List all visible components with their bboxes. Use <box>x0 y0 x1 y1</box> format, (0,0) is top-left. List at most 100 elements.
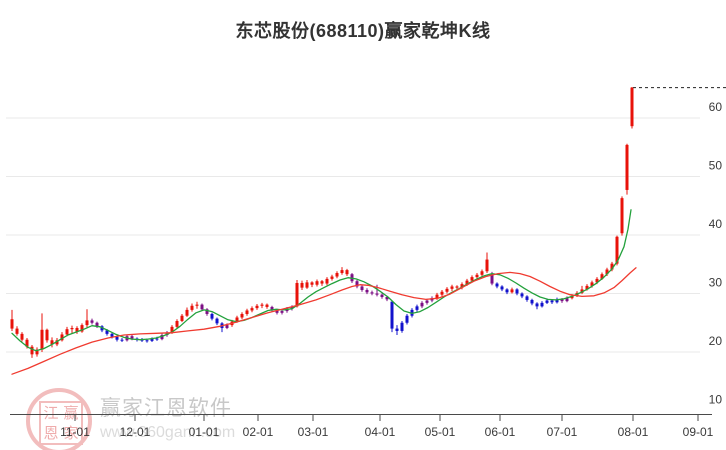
candle-body <box>370 292 374 294</box>
candle-body <box>505 289 509 293</box>
candle-body <box>115 336 119 340</box>
candle-body <box>20 333 24 340</box>
candle-body <box>540 302 544 307</box>
candle-body <box>265 304 269 307</box>
candle-body <box>145 340 149 342</box>
candle-body <box>320 281 324 284</box>
logo-char: 恩 <box>43 424 59 442</box>
candle-body <box>360 286 364 290</box>
candle-body <box>315 281 319 285</box>
candle-body <box>590 282 594 286</box>
candle-body <box>615 236 619 264</box>
candle-body <box>620 198 624 234</box>
y-tick-label: 40 <box>709 217 723 231</box>
candle-body <box>305 282 309 288</box>
candle-body <box>480 271 484 275</box>
candle-body <box>325 278 329 284</box>
candle-body <box>215 318 219 324</box>
candle-body <box>440 291 444 295</box>
candle-body <box>25 339 29 347</box>
candle-body <box>425 300 429 303</box>
candle-body <box>195 304 199 306</box>
candle-body <box>585 285 589 290</box>
candle-body <box>470 277 474 281</box>
candle-body <box>630 87 634 127</box>
x-tick-label: 07-01 <box>547 425 578 439</box>
y-tick-label: 10 <box>709 393 723 407</box>
candle-body <box>460 284 464 288</box>
candle-body <box>485 259 489 272</box>
y-axis-labels: 60 50 40 30 20 10 <box>709 100 723 407</box>
candle-body <box>435 294 439 299</box>
x-tick-label: 06-01 <box>485 425 516 439</box>
candle-body <box>355 281 359 287</box>
x-axis: 11-01 12-01 01-01 02-01 03-01 04-01 05-01 06-01… <box>10 414 714 439</box>
candle-body <box>80 325 84 332</box>
candle-body <box>240 313 244 318</box>
candle-body <box>90 320 94 323</box>
candle-body <box>335 273 339 277</box>
x-tick-label: 12-01 <box>120 425 151 439</box>
candle-body <box>45 329 49 341</box>
candle-body <box>85 320 89 326</box>
x-tick-label: 09-01 <box>683 425 714 439</box>
y-tick-label: 60 <box>709 100 723 114</box>
candle-body <box>555 299 559 303</box>
candle-body <box>50 340 54 345</box>
candle-body <box>140 339 144 341</box>
candle-body <box>160 335 164 340</box>
candle-body <box>120 339 124 341</box>
candle-body <box>395 328 399 331</box>
candle-body <box>270 306 274 310</box>
candle-body <box>600 274 604 279</box>
candle-body <box>365 289 369 293</box>
candle-body <box>95 322 99 327</box>
candles <box>10 86 634 358</box>
candle-body <box>175 320 179 327</box>
candle-body <box>295 282 299 307</box>
candle-body <box>380 294 384 298</box>
x-tick-label: 05-01 <box>425 425 456 439</box>
candle-body <box>390 301 394 329</box>
candle-body <box>475 274 479 278</box>
candle-body <box>450 286 454 289</box>
candle-body <box>290 306 294 309</box>
candle-body <box>235 317 239 322</box>
candle-body <box>510 289 514 293</box>
candle-body <box>180 315 184 321</box>
candle-body <box>345 270 349 275</box>
candle-body <box>75 328 79 332</box>
logo-char: 家 <box>63 424 79 442</box>
candle-body <box>490 273 494 284</box>
y-tick-label: 20 <box>709 334 723 348</box>
candle-body <box>170 326 174 333</box>
candle-body <box>535 303 539 307</box>
candle-body <box>255 305 259 309</box>
candle-body <box>375 293 379 295</box>
candle-body <box>275 309 279 313</box>
x-tick-label: 08-01 <box>618 425 649 439</box>
candle-body <box>35 349 39 355</box>
candle-body <box>560 299 564 302</box>
x-tick-label: 11-01 <box>60 425 90 439</box>
candle-body <box>610 263 614 270</box>
candle-body <box>595 278 599 283</box>
y-tick-label: 50 <box>709 159 723 173</box>
candle-body <box>70 328 74 330</box>
candle-body <box>625 144 629 190</box>
candle-body <box>200 304 204 310</box>
candle-body <box>495 283 499 287</box>
x-tick-label: 02-01 <box>243 425 274 439</box>
x-tick-label: 01-01 <box>189 425 220 439</box>
chart-title: 东芯股份(688110)赢家乾坤K线 <box>235 21 491 41</box>
ma_slow_red-line <box>11 267 637 375</box>
candle-body <box>55 340 59 345</box>
grid-lines <box>6 117 700 353</box>
candle-body <box>15 328 19 334</box>
candle-body <box>515 289 519 294</box>
candle-body <box>60 334 64 341</box>
candle-body <box>445 288 449 292</box>
candle-body <box>10 319 14 329</box>
